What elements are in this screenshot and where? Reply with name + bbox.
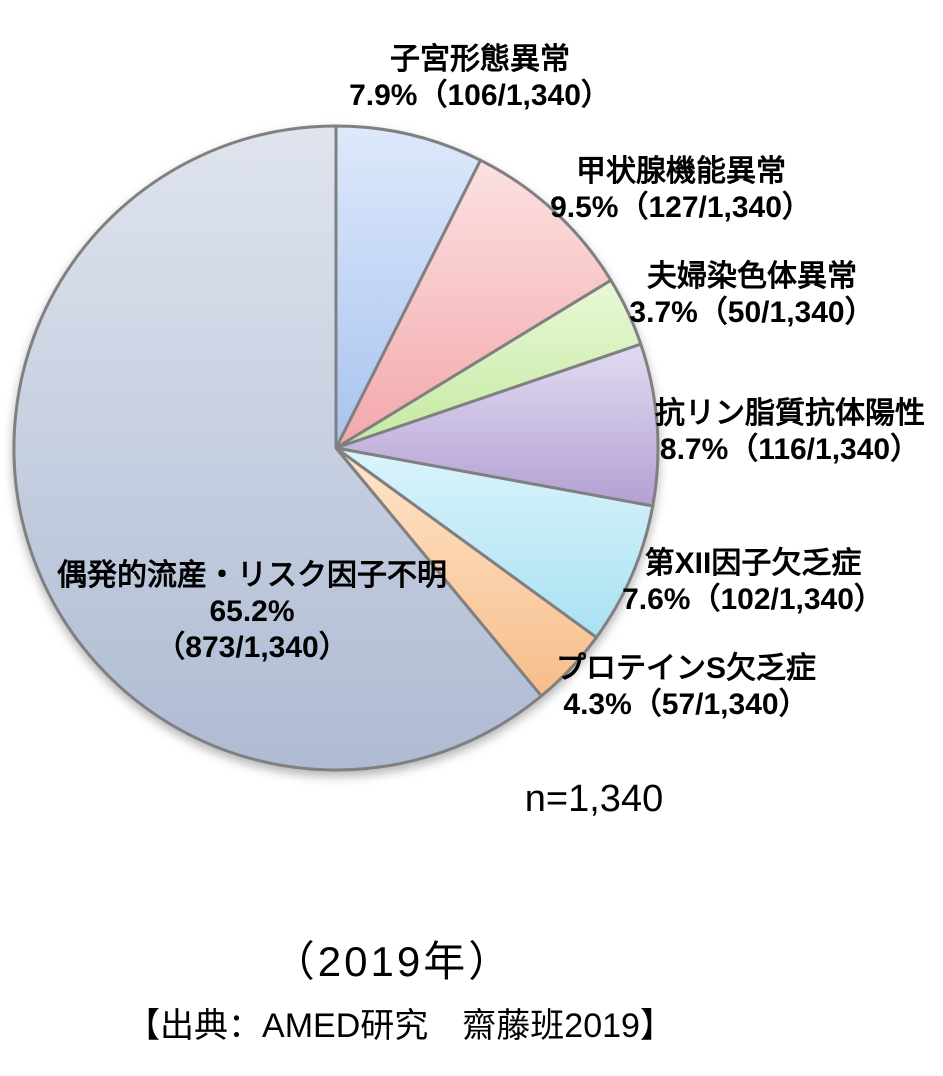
label-protein-s-deficiency: プロテインS欠乏症 4.3%（57/1,340）	[556, 651, 816, 723]
slice-label-name: 甲状腺機能異常	[576, 155, 786, 188]
pie-slice-3	[334, 342, 660, 508]
pie-slice-0	[334, 124, 483, 450]
slice-label-name: 夫婦染色体異常	[647, 260, 857, 293]
slice-label-value: 7.6%（102/1,340）	[622, 583, 884, 616]
pie-slice-1	[334, 158, 613, 450]
sample-size-label: n=1,340	[524, 778, 664, 820]
slice-label-percent: 65.2%	[209, 595, 295, 628]
pie-slice-4	[334, 446, 655, 639]
slice-label-value: 7.9%（106/1,340）	[349, 79, 611, 112]
slice-label-name: 第XII因子欠乏症	[644, 547, 862, 580]
slice-label-value: 3.7%（50/1,340）	[629, 296, 875, 329]
label-couple-chromosome-abnormality: 夫婦染色体異常 3.7%（50/1,340）	[629, 259, 874, 331]
pie-slice-6	[12, 124, 543, 772]
label-thyroid-dysfunction: 甲状腺機能異常 9.5%（127/1,340）	[550, 154, 812, 226]
slice-label-name: 抗リン脂質抗体陽性	[655, 397, 925, 430]
source-citation: 【出典：AMED研究 齋藤班2019】	[126, 1007, 674, 1045]
year-note: （2019年）	[272, 938, 514, 985]
label-uterine-anomaly: 子宮形態異常 7.9%（106/1,340）	[349, 42, 611, 114]
label-factor-xii-deficiency: 第XII因子欠乏症 7.6%（102/1,340）	[622, 546, 884, 618]
label-incidental-unknown-risk: 偶発的流産・リスク因子不明 65.2% （873/1,340）	[57, 558, 447, 666]
slice-label-fraction: （873/1,340）	[155, 631, 349, 664]
slice-label-value: 8.7%（116/1,340）	[659, 433, 921, 466]
slice-label-name: 偶発的流産・リスク因子不明	[57, 559, 447, 592]
slice-label-name: プロテインS欠乏症	[555, 652, 817, 685]
label-antiphospholipid-positive: 抗リン脂質抗体陽性 8.7%（116/1,340）	[655, 396, 925, 468]
slice-label-value: 4.3%（57/1,340）	[563, 688, 809, 721]
slice-label-name: 子宮形態異常	[390, 43, 570, 76]
slice-label-value: 9.5%（127/1,340）	[550, 191, 812, 224]
